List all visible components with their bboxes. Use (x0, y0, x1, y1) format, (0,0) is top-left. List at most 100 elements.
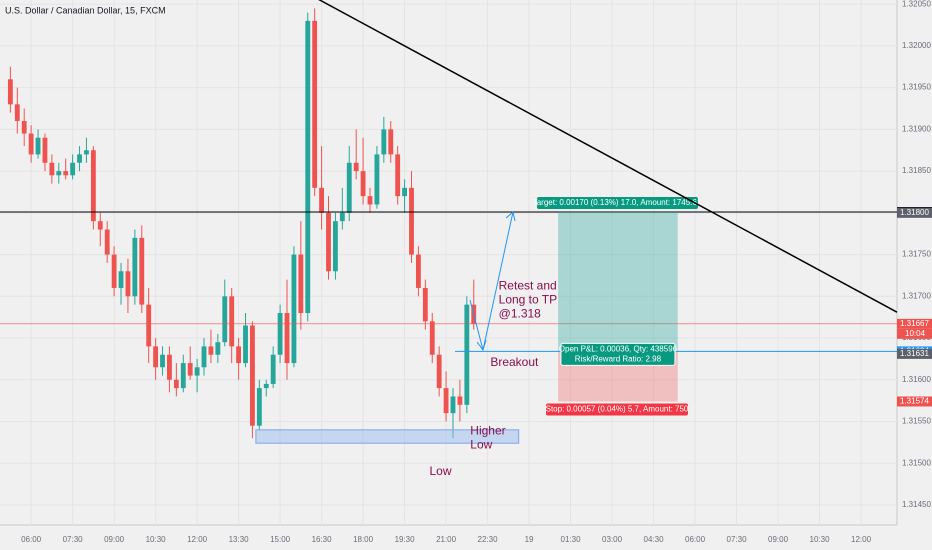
x-tick-label: 19:30 (395, 535, 416, 544)
x-tick-label: 09:00 (104, 535, 125, 544)
y-tick-label: 1.31550 (902, 417, 931, 426)
y-tick-label: 1.32000 (902, 41, 931, 50)
price-label: 1.31667 (900, 319, 929, 328)
arrow (469, 211, 516, 352)
candle-body (139, 237, 145, 305)
candle-body (63, 171, 69, 176)
y-tick-label: 1.31900 (902, 124, 931, 133)
candle-body (215, 342, 221, 355)
candle-body (104, 229, 110, 255)
candle-body (326, 212, 331, 272)
candle-body (167, 354, 172, 380)
x-tick-label: 07:30 (727, 535, 748, 544)
annotation: Retest and (499, 279, 557, 293)
y-tick-label: 1.31600 (902, 375, 931, 384)
y-tick-label: 1.31750 (902, 250, 931, 259)
candle-body (70, 162, 76, 176)
candle-body (450, 396, 456, 414)
candle-body (291, 254, 297, 364)
candle-body (333, 221, 338, 272)
candle-body (263, 383, 269, 389)
x-tick-label: 06:00 (685, 535, 706, 544)
stop-text: Stop: 0.00057 (0.04%) 5.7, Amount: 750 (546, 405, 689, 414)
candle-body (111, 254, 117, 288)
candle-body (56, 171, 62, 176)
candle-body (388, 129, 394, 155)
price-label: 1.31631 (900, 349, 929, 358)
y-tick-label: 1.31450 (902, 500, 931, 509)
price-label: 1.31574 (900, 397, 929, 406)
candle-body (35, 137, 41, 155)
candle-body (409, 187, 414, 255)
candle-body (415, 254, 421, 288)
x-tick-label: 19 (525, 535, 534, 544)
open-box (560, 342, 676, 366)
x-tick-label: 12:00 (851, 535, 872, 544)
x-tick-label: 21:00 (436, 535, 457, 544)
candle-body (173, 379, 179, 389)
x-tick-label: 03:00 (602, 535, 623, 544)
candle-body (208, 346, 214, 355)
x-tick-label: 09:00 (768, 535, 789, 544)
candle-body (222, 296, 228, 343)
candle-body (146, 304, 152, 347)
annotation: Higher (470, 423, 505, 437)
annotation: @1.318 (499, 307, 542, 321)
trendline (318, 0, 898, 313)
candle-body (346, 162, 352, 213)
candle-body (97, 221, 103, 230)
annotation: Low (470, 437, 492, 451)
candle-body (436, 354, 442, 389)
y-tick-label: 1.31950 (902, 83, 931, 92)
price-label-box (897, 396, 932, 407)
annotation: Long to TP (499, 293, 558, 307)
candle-body (194, 367, 200, 376)
price-label-box (897, 318, 932, 329)
candle-body (77, 154, 82, 163)
candle-body (319, 187, 325, 213)
candle-body (464, 304, 470, 405)
x-tick-label: 15:00 (270, 535, 291, 544)
y-tick-label: 1.31850 (902, 166, 931, 175)
x-tick-label: 04:30 (644, 535, 665, 544)
stop-box (546, 403, 688, 416)
open-text: Risk/Reward Ratio: 2.98 (575, 355, 662, 364)
target-box (537, 197, 698, 210)
y-tick-label: 1.31700 (902, 291, 931, 300)
candle-body (236, 346, 242, 364)
candle-body (84, 150, 89, 155)
candle-body (360, 171, 366, 197)
candle-body (429, 321, 435, 355)
candle-body (201, 346, 207, 368)
price-label-box (897, 348, 932, 359)
x-tick-label: 01:30 (561, 535, 582, 544)
x-tick-label: 12:00 (187, 535, 208, 544)
open-text: Open P&L: 0.00036, Qty: 438596 (559, 345, 678, 354)
candle-body (312, 20, 318, 188)
candle-body (422, 287, 428, 322)
candle-body (49, 162, 55, 176)
x-tick-label: 16:30 (312, 535, 333, 544)
candle-body (457, 396, 463, 405)
chart-title: U.S. Dollar / Canadian Dollar, 15, FXCM (5, 5, 166, 15)
candle-body (42, 137, 48, 163)
y-tick-label: 1.32050 (902, 0, 931, 8)
candle-body (243, 325, 248, 364)
candle-body (298, 254, 304, 313)
candle-body (270, 354, 276, 384)
candle-body (125, 271, 131, 297)
candle-body (339, 212, 345, 222)
candle-body (28, 133, 34, 155)
candle-body (229, 296, 235, 347)
candle-body (284, 312, 290, 364)
candle-body (381, 129, 387, 155)
price-label: 1.31800 (900, 208, 929, 217)
candle-body (250, 325, 255, 426)
candle-body (132, 237, 138, 297)
x-tick-label: 18:00 (353, 535, 374, 544)
countdown-box (897, 328, 932, 339)
y-tick-label: 1.31500 (902, 458, 931, 467)
